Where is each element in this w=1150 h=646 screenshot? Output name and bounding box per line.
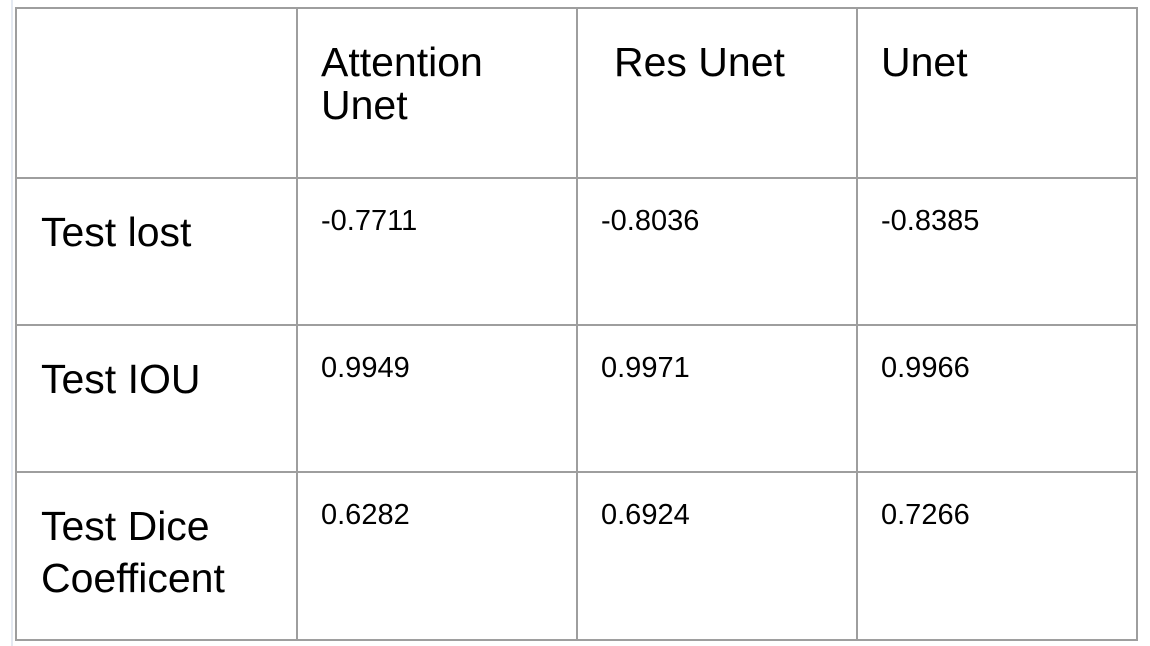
row-label: Test lost bbox=[41, 209, 192, 255]
value-cell: 0.9971 bbox=[576, 324, 858, 473]
cell-value: 0.6924 bbox=[601, 499, 690, 531]
value-cell: -0.8036 bbox=[576, 177, 858, 326]
value-cell: 0.6924 bbox=[576, 471, 858, 641]
header-row: Attention Unet Res Unet Unet bbox=[15, 7, 1138, 179]
row-label: Test Dice Coefficent bbox=[41, 503, 225, 601]
column-header-unet: Unet bbox=[856, 7, 1138, 179]
table-row-test-dice-coefficent: Test Dice Coefficent 0.6282 0.6924 0.726… bbox=[15, 471, 1138, 641]
row-label-cell: Test Dice Coefficent bbox=[15, 471, 298, 641]
row-label-cell: Test IOU bbox=[15, 324, 298, 473]
cell-value: 0.9971 bbox=[601, 352, 690, 384]
value-cell: 0.7266 bbox=[856, 471, 1138, 641]
table-row-test-iou: Test IOU 0.9949 0.9971 0.9966 bbox=[15, 324, 1138, 473]
cell-value: -0.7711 bbox=[321, 205, 418, 237]
row-label-cell: Test lost bbox=[15, 177, 298, 326]
corner-cell bbox=[15, 7, 298, 179]
table-row-test-lost: Test lost -0.7711 -0.8036 -0.8385 bbox=[15, 177, 1138, 326]
value-cell: 0.9949 bbox=[296, 324, 578, 473]
column-header-text: Unet bbox=[881, 39, 968, 85]
cell-value: 0.6282 bbox=[321, 499, 410, 531]
corner-cell-text bbox=[17, 9, 296, 41]
column-header-attention-unet: Attention Unet bbox=[296, 7, 578, 179]
cell-value: -0.8036 bbox=[601, 205, 700, 237]
column-header-res-unet: Res Unet bbox=[576, 7, 858, 179]
cell-value: -0.8385 bbox=[881, 205, 980, 237]
cell-value: 0.9949 bbox=[321, 352, 410, 384]
value-cell: 0.6282 bbox=[296, 471, 578, 641]
value-cell: -0.8385 bbox=[856, 177, 1138, 326]
cell-value: 0.9966 bbox=[881, 352, 970, 384]
column-header-text: Res Unet bbox=[614, 39, 785, 85]
value-cell: -0.7711 bbox=[296, 177, 578, 326]
model-results-table: Attention Unet Res Unet Unet Test lost -… bbox=[15, 7, 1138, 641]
page-edge-line bbox=[11, 0, 13, 646]
column-header-text: Attention Unet bbox=[321, 39, 483, 128]
value-cell: 0.9966 bbox=[856, 324, 1138, 473]
cell-value: 0.7266 bbox=[881, 499, 970, 531]
row-label: Test IOU bbox=[41, 356, 201, 402]
